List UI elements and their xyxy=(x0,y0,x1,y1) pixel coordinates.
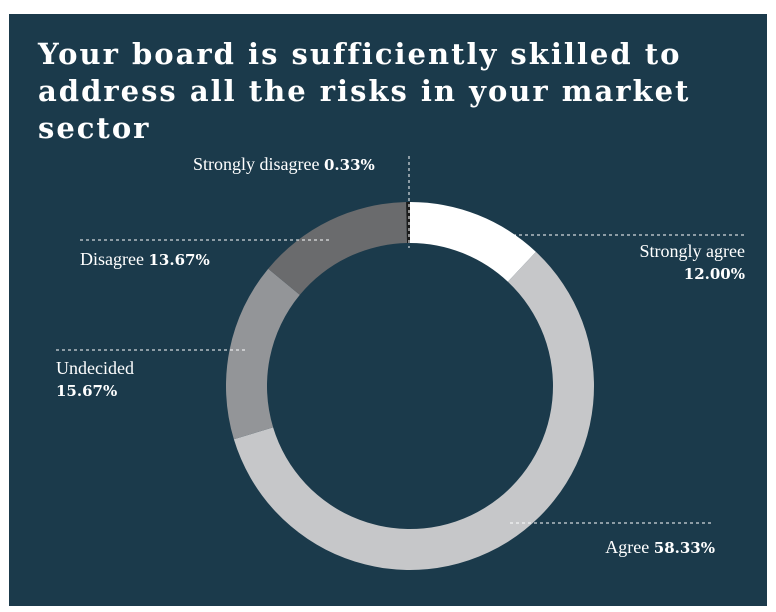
slice-undecided xyxy=(226,269,300,440)
label-agree: Agree 58.33% xyxy=(605,536,715,559)
label-disagree-value: 13.67% xyxy=(148,251,209,269)
label-strongly-disagree: Strongly disagree 0.33% xyxy=(193,153,375,176)
label-strongly-disagree-name: Strongly disagree xyxy=(193,154,319,174)
label-agree-name: Agree xyxy=(605,537,649,557)
label-undecided: Undecided 15.67% xyxy=(56,357,134,402)
slice-disagree xyxy=(268,202,407,295)
label-strongly-agree-name: Strongly agree xyxy=(640,241,745,261)
label-strongly-agree-value: 12.00% xyxy=(684,265,745,283)
label-agree-value: 58.33% xyxy=(654,539,715,557)
label-disagree: Disagree 13.67% xyxy=(80,248,210,271)
donut-slices xyxy=(226,202,594,570)
label-undecided-value: 15.67% xyxy=(56,382,117,400)
label-undecided-name: Undecided xyxy=(56,358,134,378)
label-strongly-disagree-value: 0.33% xyxy=(324,156,375,174)
label-disagree-name: Disagree xyxy=(80,249,144,269)
label-strongly-agree: Strongly agree 12.00% xyxy=(640,240,745,285)
slice-strongly-agree xyxy=(410,202,536,282)
